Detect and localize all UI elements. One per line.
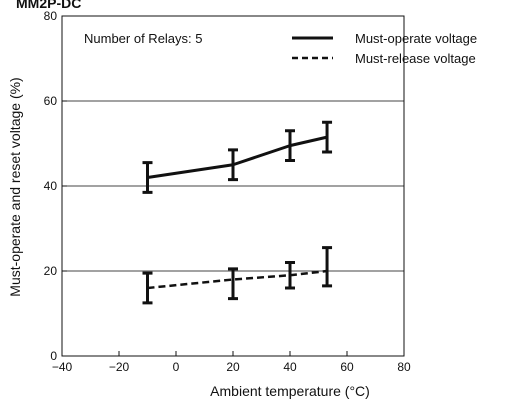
y-tick-label: 60 xyxy=(44,94,58,108)
error-bar xyxy=(142,161,153,194)
series-line-release xyxy=(147,269,328,290)
error-bar xyxy=(322,120,333,154)
legend: Must-operate voltage Must-release voltag… xyxy=(292,31,477,66)
error-bar xyxy=(228,148,238,182)
legend-label-release: Must-release voltage xyxy=(355,51,476,66)
x-tick-label: 20 xyxy=(226,360,240,374)
legend-label-operate: Must-operate voltage xyxy=(355,31,477,46)
series-layer xyxy=(142,120,333,305)
error-bar xyxy=(322,246,333,288)
x-tick-label: 40 xyxy=(283,360,297,374)
error-bar xyxy=(142,271,153,305)
relay-count-annotation: Number of Relays: 5 xyxy=(84,31,203,46)
x-tick-label: 80 xyxy=(397,360,411,374)
x-tick-label: −20 xyxy=(109,360,130,374)
x-axis-label: Ambient temperature (°C) xyxy=(210,383,370,399)
error-bar xyxy=(285,261,295,290)
x-tick-label: 60 xyxy=(340,360,354,374)
x-tick-label: −40 xyxy=(52,360,73,374)
y-axis-label: Must-operate and reset voltage (%) xyxy=(7,77,23,296)
y-tick-label: 0 xyxy=(50,349,57,363)
y-tick-label: 40 xyxy=(44,179,58,193)
series-line-operate xyxy=(147,135,328,179)
chart-title: MM2P-DC xyxy=(16,0,81,11)
x-tick-label: 0 xyxy=(173,360,180,374)
ticks: −40 −20 0 20 40 60 80 0 20 40 60 80 xyxy=(44,9,411,374)
grid xyxy=(62,100,404,272)
y-tick-label: 20 xyxy=(44,264,58,278)
error-bar xyxy=(228,267,238,301)
error-bar xyxy=(285,129,295,162)
y-tick-label: 80 xyxy=(44,9,58,23)
